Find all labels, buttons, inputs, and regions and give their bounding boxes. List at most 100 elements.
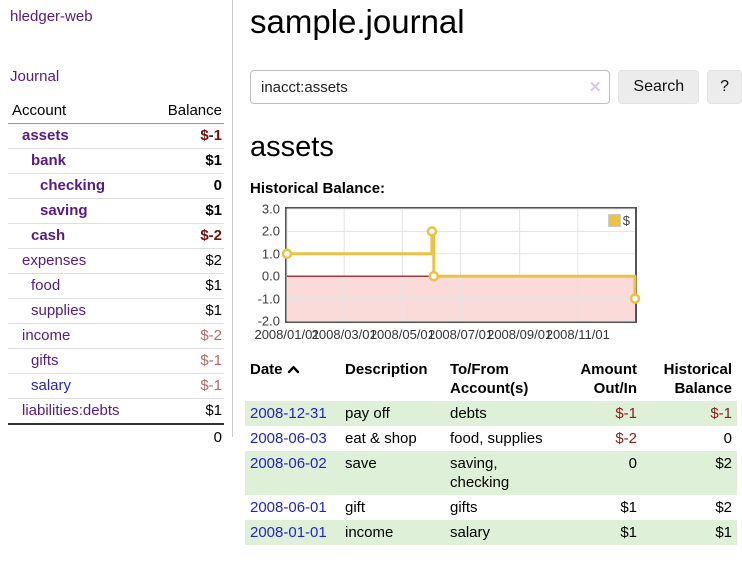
search-button[interactable]: Search xyxy=(618,70,700,104)
data-point xyxy=(629,293,641,304)
transaction-description: gift xyxy=(345,499,366,516)
account-link[interactable]: salary xyxy=(31,377,72,394)
x-tick-label: 2008/01/01 xyxy=(254,327,320,342)
account-link[interactable]: checking xyxy=(40,177,106,194)
account-balance: $1 xyxy=(205,152,222,169)
transaction-balance: 0 xyxy=(723,430,732,447)
account-link[interactable]: bank xyxy=(31,152,67,169)
transaction-description: save xyxy=(345,455,377,472)
transaction-balance: $-1 xyxy=(710,405,732,422)
account-row: bank $1 xyxy=(8,148,224,174)
help-button[interactable]: ? xyxy=(707,70,742,104)
transaction-description: eat & shop xyxy=(345,430,417,447)
accounts-header-row: Account Balance xyxy=(8,100,224,124)
account-balance: $-2 xyxy=(200,227,222,244)
account-balance: $1 xyxy=(205,402,222,419)
accounts-header-balance: Balance xyxy=(167,102,222,119)
chart-plot-area: $ xyxy=(281,207,641,323)
account-link[interactable]: expenses xyxy=(22,252,87,269)
account-link[interactable]: liabilities:debts xyxy=(22,402,120,419)
transaction-amount: $1 xyxy=(620,524,637,541)
accounts-total-row: 0 xyxy=(8,424,224,450)
transaction-balance: $2 xyxy=(715,455,732,472)
transaction-accounts: salary xyxy=(450,524,491,541)
data-point xyxy=(281,248,293,260)
x-tick-label: 2008/03/01 xyxy=(311,327,377,342)
transaction-balance: $1 xyxy=(715,524,732,541)
transaction-accounts: debts xyxy=(450,405,487,422)
account-link[interactable]: supplies xyxy=(31,302,87,319)
search-input[interactable] xyxy=(250,70,611,104)
y-tick-label: 1.0 xyxy=(261,246,280,262)
account-link[interactable]: gifts xyxy=(31,352,59,369)
transaction-accounts: gifts xyxy=(450,499,478,516)
page-title: sample.journal xyxy=(250,3,465,40)
transaction-amount: $-2 xyxy=(615,430,637,447)
register-row: 2008-06-02 save saving, checking 0 $2 xyxy=(245,451,737,495)
accounts-header-account: Account xyxy=(12,102,67,119)
legend-swatch-icon xyxy=(607,214,621,227)
y-tick-label: 2.0 xyxy=(261,223,280,239)
y-tick-label: 3.0 xyxy=(261,201,280,217)
transaction-amount: $-1 xyxy=(615,405,637,422)
account-row: saving $1 xyxy=(8,198,224,224)
search-box: ✕ xyxy=(250,70,611,104)
x-tick-label: 2008/05/01 xyxy=(369,327,435,342)
account-balance: 0 xyxy=(213,177,222,194)
column-header-amount: Amount Out/In xyxy=(580,361,637,397)
account-row: salary $-1 xyxy=(8,373,224,399)
transaction-date-link[interactable]: 2008-12-31 xyxy=(250,405,327,422)
y-tick-label: -1.0 xyxy=(257,291,280,307)
account-row: supplies $1 xyxy=(8,298,224,324)
chart-plot xyxy=(281,208,641,322)
main-content: sample.journal ✕ Search ? assets Histori… xyxy=(245,0,742,545)
transaction-balance: $2 xyxy=(715,499,732,516)
account-balance: $1 xyxy=(205,277,222,294)
account-balance: $-1 xyxy=(200,352,222,369)
chart-title: Historical Balance: xyxy=(250,180,386,197)
sidebar: hledger-web Journal Account Balance asse… xyxy=(0,0,233,446)
transaction-date-link[interactable]: 2008-06-01 xyxy=(250,499,327,516)
register-row: 2008-06-03 eat & shop food, supplies $-2… xyxy=(245,426,737,451)
register-row: 2008-12-31 pay off debts $-1 $-1 xyxy=(245,401,737,426)
account-balance: $1 xyxy=(205,302,222,319)
account-balance: $-1 xyxy=(200,127,222,144)
transaction-amount: $1 xyxy=(620,499,637,516)
account-row: assets $-1 xyxy=(8,124,224,149)
y-tick-label: 0.0 xyxy=(261,268,280,284)
accounts-total-value: 0 xyxy=(213,429,222,446)
data-point xyxy=(428,270,440,282)
account-row: cash $-2 xyxy=(8,223,224,249)
account-balance: $2 xyxy=(205,252,222,269)
account-link[interactable]: income xyxy=(22,327,71,344)
app-brand-link[interactable]: hledger-web xyxy=(10,8,93,25)
transaction-description: income xyxy=(345,524,394,541)
account-link[interactable]: food xyxy=(31,277,61,294)
account-link[interactable]: cash xyxy=(31,227,66,244)
account-link[interactable]: saving xyxy=(40,202,88,219)
transaction-amount: 0 xyxy=(628,455,637,472)
clear-search-icon[interactable]: ✕ xyxy=(588,79,602,96)
chart-legend: $ xyxy=(607,213,630,228)
transaction-description: pay off xyxy=(345,405,390,422)
y-tick-label: -2.0 xyxy=(257,313,280,329)
data-point xyxy=(426,226,438,237)
account-row: gifts $-1 xyxy=(8,348,224,374)
transaction-date-link[interactable]: 2008-01-01 xyxy=(250,524,327,541)
accounts-table: Account Balance assets $-1 bank $1 check… xyxy=(8,100,224,450)
account-balance: $-2 xyxy=(200,327,222,344)
transaction-date-link[interactable]: 2008-06-03 xyxy=(250,430,327,447)
column-header-date[interactable]: Date xyxy=(245,357,340,401)
x-tick-label: 2008/11/01 xyxy=(545,327,610,342)
sidebar-item-journal[interactable]: Journal xyxy=(10,68,60,85)
transaction-date-link[interactable]: 2008-06-02 xyxy=(250,455,327,472)
account-row: income $-2 xyxy=(8,323,224,349)
account-link[interactable]: assets xyxy=(22,127,69,144)
register-row: 2008-01-01 income salary $1 $1 xyxy=(245,520,737,545)
transaction-accounts: saving, checking xyxy=(450,455,510,491)
column-header-description: Description xyxy=(345,361,428,378)
account-row: checking 0 xyxy=(8,173,224,199)
x-tick-label: 2008/09/01 xyxy=(487,327,553,342)
register-header-row: Date Description To/From Account(s) Amou… xyxy=(245,357,737,401)
search-form: ✕ Search ? xyxy=(250,70,742,104)
